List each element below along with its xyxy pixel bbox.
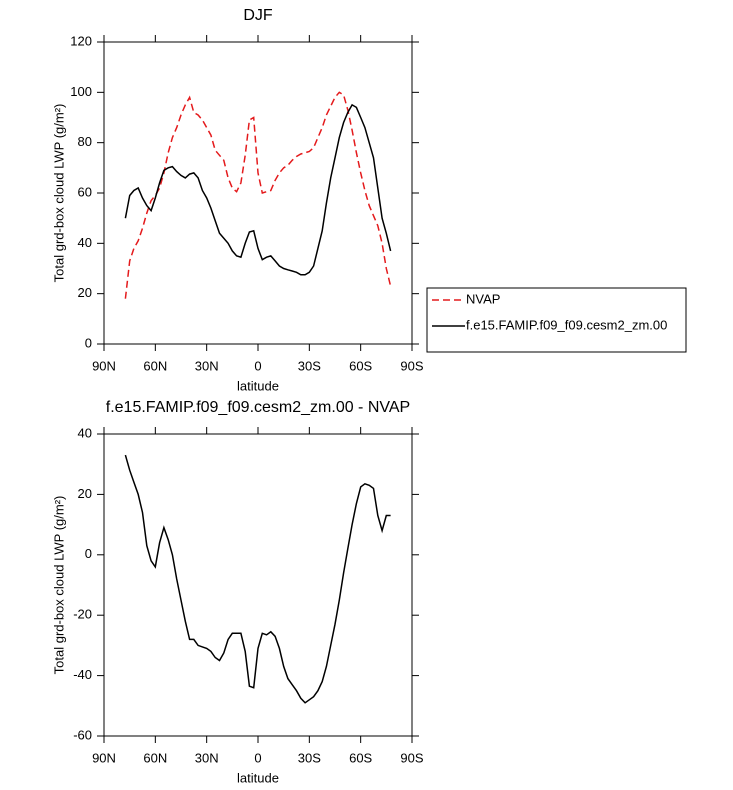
y-axis-label: Total grd-box cloud LWP (g/m²) [51, 496, 66, 675]
legend-box [426, 287, 687, 353]
x-tick-label: 30N [195, 750, 219, 765]
y-tick-label: -40 [73, 667, 92, 682]
legend-label: f.e15.FAMIP.f09_f09.cesm2_zm.00 [466, 317, 667, 332]
x-tick-label: 90N [92, 358, 116, 373]
x-tick-label: 60S [349, 750, 372, 765]
y-tick-label: 60 [78, 184, 92, 199]
x-tick-label: 90N [92, 750, 116, 765]
y-tick-label: 20 [78, 285, 92, 300]
x-tick-label: 30N [195, 358, 219, 373]
plot-frame [103, 433, 413, 737]
legend-label: NVAP [466, 291, 500, 306]
x-tick-label: 90S [400, 750, 423, 765]
y-tick-label: 0 [85, 546, 92, 561]
y-tick-label: 120 [70, 33, 92, 48]
y-tick-label: 40 [78, 235, 92, 250]
y-axis-label: Total grd-box cloud LWP (g/m²) [51, 104, 66, 283]
data-line [124, 454, 391, 704]
plot-frame [103, 41, 413, 345]
x-tick-label: 90S [400, 358, 423, 373]
x-axis-label: latitude [237, 378, 279, 393]
y-tick-label: 40 [78, 425, 92, 440]
chart-title: f.e15.FAMIP.f09_f09.cesm2_zm.00 - NVAP [106, 399, 410, 416]
x-tick-label: 0 [254, 358, 261, 373]
x-tick-label: 60S [349, 358, 372, 373]
y-tick-label: 100 [70, 84, 92, 99]
x-tick-label: 30S [298, 750, 321, 765]
y-tick-label: 20 [78, 486, 92, 501]
x-tick-label: 0 [254, 750, 261, 765]
x-tick-label: 60N [143, 358, 167, 373]
x-tick-label: 30S [298, 358, 321, 373]
data-line [124, 103, 392, 276]
y-tick-label: -60 [73, 727, 92, 742]
x-axis-label: latitude [237, 770, 279, 785]
y-tick-label: -20 [73, 607, 92, 622]
x-tick-label: 60N [143, 750, 167, 765]
y-tick-label: 80 [78, 134, 92, 149]
y-tick-label: 0 [85, 335, 92, 350]
chart-title: DJF [243, 7, 273, 24]
data-line [124, 91, 392, 299]
